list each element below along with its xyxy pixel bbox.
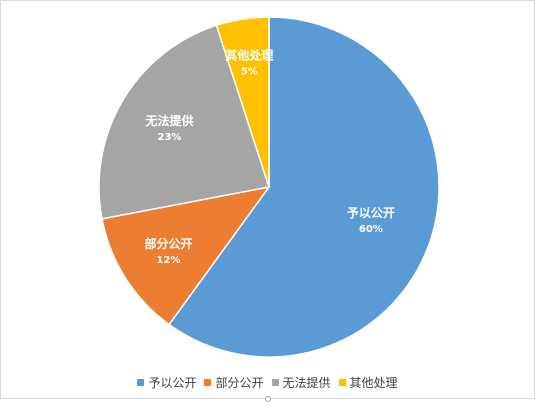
legend-label: 予以公开 xyxy=(148,376,197,390)
pie-slice-2[interactable] xyxy=(101,185,271,326)
slice-percent-label: 23% xyxy=(158,132,182,143)
legend-label: 部分公开 xyxy=(215,376,264,390)
slice-percent-label: 5% xyxy=(241,67,258,78)
legend-swatch xyxy=(137,379,145,386)
pie-slice-3[interactable] xyxy=(98,24,270,220)
legend-item[interactable]: 予以公开 xyxy=(137,374,196,391)
legend-label: 其他处理 xyxy=(349,376,398,390)
slice-category-label: 予以公开 xyxy=(347,206,395,220)
legend-item[interactable]: 无法提供 xyxy=(271,374,331,391)
legend: 予以公开 部分公开 无法提供 其他处理 xyxy=(1,374,534,391)
legend-item[interactable]: 部分公开 xyxy=(204,374,264,391)
slice-category-label: 其他处理 xyxy=(225,48,273,63)
legend-item[interactable]: 其他处理 xyxy=(338,374,398,391)
legend-swatch xyxy=(271,379,279,386)
slice-percent-label: 60% xyxy=(359,224,383,235)
slice-category-label: 无法提供 xyxy=(144,113,193,128)
pie-slice-1[interactable] xyxy=(168,16,440,358)
slice-percent-label: 12% xyxy=(157,255,181,266)
legend-swatch xyxy=(204,379,212,386)
legend-label: 无法提供 xyxy=(282,376,331,390)
pie-slice-4[interactable] xyxy=(215,16,270,188)
legend-swatch xyxy=(338,379,346,386)
slice-category-label: 部分公开 xyxy=(145,236,193,251)
